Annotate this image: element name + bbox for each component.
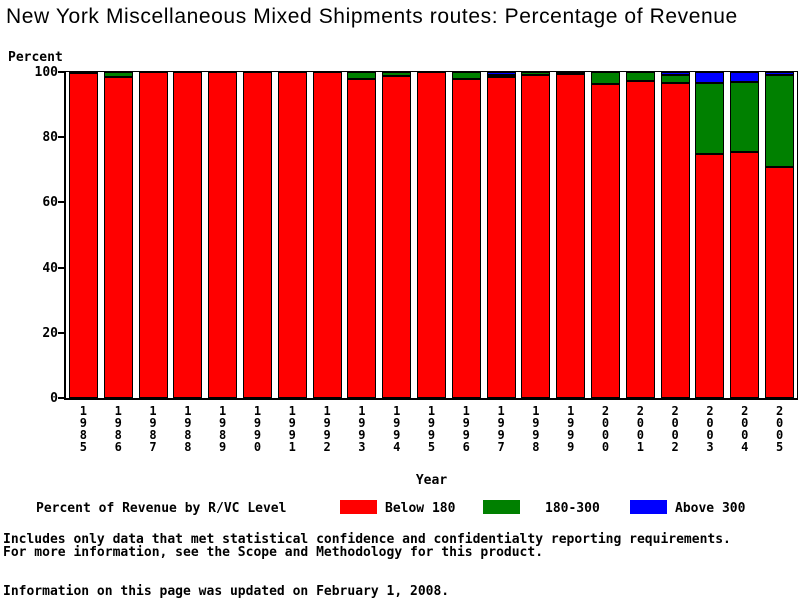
y-tick-80 (58, 136, 64, 139)
y-tick-label-60: 60 (42, 195, 58, 211)
bar-segment-1997-180-300 (486, 74, 516, 78)
bar-segment-2003-below-180 (695, 154, 725, 398)
bar-segment-2003-180-300 (695, 83, 725, 155)
y-tick-label-100: 100 (34, 65, 58, 80)
x-tick-label-1995: 1 9 9 5 (427, 404, 436, 454)
x-tick-label-2005: 2 0 0 5 (775, 404, 784, 454)
legend-swatch-180-300 (483, 500, 520, 514)
legend-swatch-above-300 (630, 500, 667, 514)
bar-segment-1997-above-300 (486, 72, 516, 75)
x-axis-line (64, 398, 798, 400)
bar-segment-1999-180-300 (556, 72, 586, 74)
bar-segment-1996-180-300 (451, 72, 481, 79)
x-tick-label-1988: 1 9 8 8 (184, 404, 192, 454)
x-tick-label-2000: 2 0 0 0 (601, 404, 610, 454)
y-tick-40 (58, 266, 64, 269)
x-tick-label-1998: 1 9 9 8 (532, 404, 540, 454)
x-tick-label-1986: 1 9 8 6 (114, 404, 122, 454)
bar-segment-1996-below-180 (451, 78, 481, 398)
x-tick-label-1991: 1 9 9 1 (288, 404, 296, 454)
x-tick-label-1997: 1 9 9 7 (497, 404, 505, 454)
bar-segment-1995-below-180 (417, 72, 446, 398)
bar-segment-1986-below-180 (103, 76, 133, 398)
x-axis-title: Year (415, 473, 448, 488)
y-tick-label-40: 40 (42, 260, 58, 276)
y-tick-label-0: 0 (50, 391, 58, 406)
footnote-line-2: For more information, see the Scope and … (3, 545, 544, 560)
bar-segment-1999-below-180 (556, 73, 586, 398)
footnote-line-1: Includes only data that met statistical … (3, 532, 731, 547)
x-tick-label-1990: 1 9 9 0 (253, 404, 262, 454)
bar-segment-2002-above-300 (660, 72, 690, 75)
plot-right-border (797, 71, 798, 398)
bar-segment-1988-below-180 (173, 72, 203, 398)
bar-segment-2004-below-180 (730, 151, 760, 398)
y-tick-100 (58, 71, 64, 73)
x-tick-label-1992: 1 9 9 2 (323, 404, 331, 454)
x-tick-label-1999: 1 9 9 9 (567, 404, 575, 454)
bar-segment-1994-below-180 (382, 75, 412, 398)
bar-segment-1986-180-300 (103, 72, 133, 77)
x-tick-label-1987: 1 9 8 7 (149, 404, 157, 454)
bar-segment-1991-below-180 (277, 72, 307, 398)
bar-segment-1993-below-180 (347, 78, 377, 398)
x-tick-label-1996: 1 9 9 6 (462, 404, 470, 454)
bar-segment-2000-180-300 (591, 72, 621, 84)
y-axis-title: Percent (8, 50, 63, 65)
bar-segment-1994-180-300 (382, 72, 412, 76)
bar-segment-2002-below-180 (660, 83, 690, 398)
legend-label-above-300: Above 300 (675, 501, 746, 516)
bar-segment-1985-180-300 (68, 72, 98, 74)
legend-label-below-180: Below 180 (385, 501, 456, 516)
x-tick-label-1989: 1 9 8 9 (219, 404, 227, 454)
bar-segment-1998-180-300 (521, 72, 551, 76)
bar-segment-1989-below-180 (208, 72, 238, 398)
x-tick-label-2001: 2 0 0 1 (636, 404, 644, 454)
bar-segment-2005-above-300 (765, 72, 795, 76)
y-tick-0 (58, 397, 64, 399)
x-tick-label-2004: 2 0 0 4 (741, 404, 749, 454)
bar-segment-1993-180-300 (347, 72, 377, 79)
legend-label-180-300: 180-300 (545, 501, 600, 516)
x-tick-label-1985: 1 9 8 5 (79, 404, 87, 454)
chart-title: New York Miscellaneous Mixed Shipments r… (6, 5, 738, 28)
bar-segment-1987-below-180 (138, 72, 168, 398)
legend-title: Percent of Revenue by R/VC Level (36, 501, 287, 516)
y-tick-60 (58, 201, 64, 204)
bar-segment-1992-below-180 (312, 72, 342, 398)
bar-segment-2005-180-300 (765, 75, 795, 167)
y-tick-label-20: 20 (42, 325, 58, 341)
bar-segment-2003-above-300 (695, 72, 725, 84)
bar-segment-2005-below-180 (765, 166, 795, 398)
plot-top-border (66, 71, 797, 72)
x-tick-label-1993: 1 9 9 3 (358, 404, 366, 454)
y-tick-20 (58, 331, 64, 334)
bar-segment-2001-below-180 (625, 81, 655, 398)
bar-segment-2004-180-300 (730, 81, 760, 152)
x-tick-label-1994: 1 9 9 4 (393, 404, 401, 454)
x-tick-label-2002: 2 0 0 2 (671, 404, 679, 454)
bar-segment-1998-below-180 (521, 75, 551, 398)
bar-segment-1997-below-180 (486, 77, 516, 398)
y-tick-label-80: 80 (42, 130, 58, 146)
y-axis-line (64, 71, 66, 399)
x-tick-label-2003: 2 0 0 3 (706, 404, 714, 454)
bar-segment-2004-above-300 (730, 72, 760, 82)
updated-note: Information on this page was updated on … (3, 584, 450, 599)
bar-segment-2000-below-180 (591, 83, 621, 398)
bar-segment-2002-180-300 (660, 74, 690, 84)
bar-segment-2001-180-300 (625, 72, 655, 82)
bar-segment-1985-below-180 (68, 73, 98, 398)
legend-swatch-below-180 (340, 500, 377, 514)
bar-segment-1990-below-180 (242, 72, 272, 398)
